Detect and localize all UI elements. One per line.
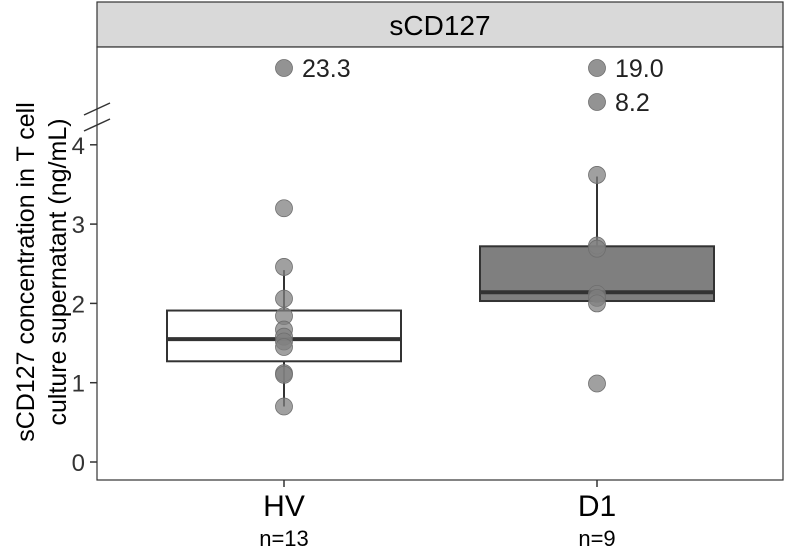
group-hv: 23.3 HV n=13 [166,55,402,551]
outlier-point [588,93,606,111]
x-category-label: HV [263,490,305,523]
facet-strip-title: sCD127 [389,10,490,41]
facet-strip [96,1,784,48]
data-point [588,239,606,258]
y-tick-label: 0 [72,450,85,477]
outlier-point [275,59,293,77]
y-tick-label: 3 [72,212,85,239]
x-category-label: D1 [578,490,616,523]
data-point [275,365,293,384]
data-point [588,166,606,184]
data-point [275,397,293,416]
y-axis-label-line-1: sCD127 concentration in T cell [12,102,40,442]
data-point [275,258,293,276]
y-axis-break-mark [83,102,111,132]
box-groups: 23.3 HV n=13 19.0 8.2 D1 n=9 [166,55,715,551]
y-axis-ticks: 0 1 2 3 4 [72,133,97,477]
outlier-value-label: 23.3 [302,55,351,83]
data-point [275,289,293,308]
group-d1: 19.0 8.2 D1 n=9 [479,55,715,551]
sample-size-label: n=13 [259,526,309,551]
y-axis-label-line-2: culture supernatant (ng/mL) [44,118,72,425]
outlier-value-label: 19.0 [615,55,664,83]
data-point [588,294,606,313]
outlier-value-label: 8.2 [615,89,650,117]
data-point [275,338,293,356]
y-tick-label: 2 [72,291,85,318]
data-point [275,199,293,218]
outlier-point [588,59,606,77]
y-tick-label: 1 [72,371,85,398]
data-point [588,374,606,393]
y-tick-label: 4 [72,133,85,160]
sample-size-label: n=9 [578,526,615,551]
